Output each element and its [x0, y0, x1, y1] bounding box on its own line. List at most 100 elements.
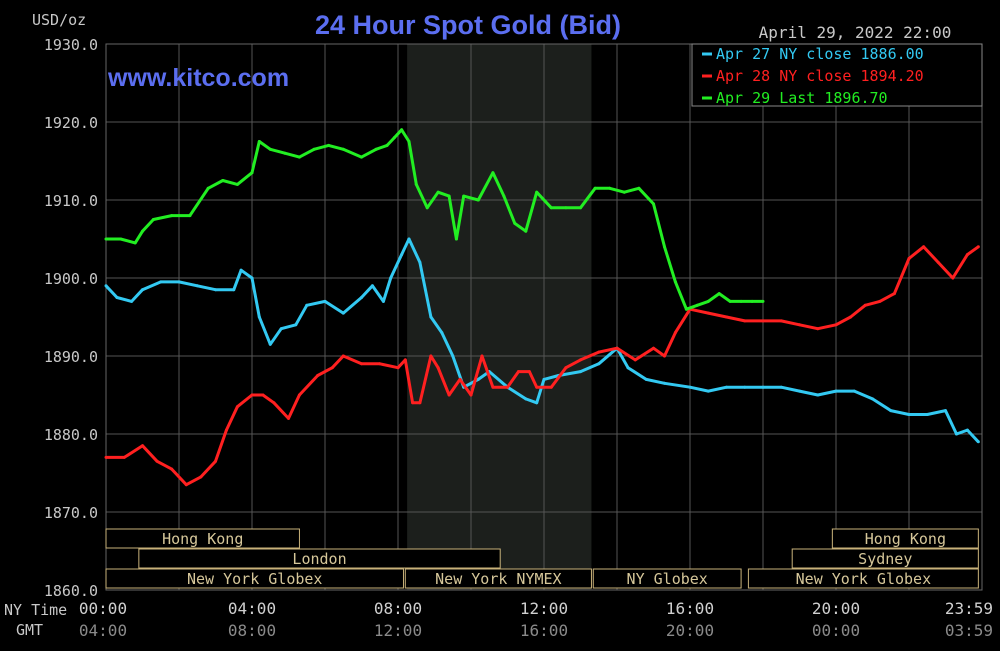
series-0-point — [451, 354, 455, 358]
series-2-point — [385, 143, 389, 147]
session-box — [747, 568, 979, 589]
series-1-point — [597, 350, 601, 354]
session-sydney: Sydney — [791, 548, 979, 569]
series-1-point — [549, 385, 553, 389]
series-1-point — [436, 366, 440, 370]
series-2-point — [662, 245, 666, 249]
series-2-point — [119, 237, 123, 241]
series-0-point — [440, 331, 444, 335]
series-2-point — [257, 140, 261, 143]
series-1-point — [892, 292, 896, 296]
series-2-point — [425, 206, 429, 210]
y-tick-label: 1860.0 — [44, 582, 98, 600]
series-0-point — [976, 440, 980, 444]
series-0-point — [834, 389, 838, 393]
session-label: Hong Kong — [865, 530, 946, 548]
legend-entry: Apr 29 Last 1896.70 — [716, 89, 888, 107]
series-2-point — [250, 171, 254, 175]
x-tick-gmt: 20:00 — [666, 621, 714, 640]
x-tick-ny: 20:00 — [812, 599, 860, 618]
series-1-point — [662, 354, 666, 358]
series-2-point — [133, 241, 137, 245]
series-1-point — [170, 467, 174, 471]
x-tick-ny: 23:59 — [945, 599, 993, 618]
series-2-point — [297, 155, 301, 159]
series-2-point — [652, 202, 655, 206]
session-box — [105, 568, 404, 589]
series-2-point — [235, 182, 239, 186]
series-0-point — [370, 284, 374, 288]
series-2-point — [750, 299, 754, 303]
x-tick-ny: 00:00 — [79, 599, 127, 618]
series-2-point — [414, 182, 418, 186]
series-2-point — [593, 186, 597, 190]
series-0-point — [279, 327, 283, 331]
series-0-point — [115, 296, 119, 299]
series-0-point — [662, 381, 666, 385]
session-label: New York Globex — [187, 570, 322, 588]
series-1-point — [429, 354, 433, 358]
series-1-point — [491, 385, 495, 389]
series-1-point — [235, 405, 239, 409]
series-2-point — [491, 171, 495, 175]
session-hong-kong: Hong Kong — [105, 528, 300, 549]
series-1-point — [104, 455, 108, 459]
series-1-point — [535, 385, 539, 389]
series-1-point — [743, 319, 747, 323]
series-2-point — [637, 186, 641, 190]
series-2-point — [535, 190, 539, 194]
series-2-point — [761, 299, 765, 303]
session-box — [105, 528, 300, 549]
legend-entry: Apr 27 NY close 1886.00 — [716, 45, 924, 63]
series-2-point — [622, 190, 626, 194]
chart-title: 24 Hour Spot Gold (Bid) — [315, 10, 621, 40]
series-2-point — [524, 229, 528, 233]
series-1-point — [506, 385, 509, 389]
series-0-point — [418, 260, 422, 264]
series-2-point — [717, 292, 721, 296]
series-0-point — [177, 280, 181, 284]
series-1-point — [447, 393, 451, 397]
series-1-point — [816, 327, 820, 331]
series-0-point — [816, 393, 820, 397]
y-tick-label: 1910.0 — [44, 192, 98, 210]
series-1-point — [184, 483, 188, 487]
x-tick-gmt: 03:59 — [945, 621, 993, 640]
series-2-point — [695, 303, 699, 307]
series-2-point — [221, 179, 225, 182]
series-0-point — [925, 413, 929, 416]
series-1-point — [878, 299, 882, 303]
series-2-point — [170, 214, 174, 218]
session-london: London — [138, 548, 501, 569]
session-label: NY Globex — [627, 570, 708, 588]
series-1-point — [615, 346, 619, 350]
series-1-point — [922, 245, 926, 249]
series-2-point — [739, 299, 743, 303]
series-1-point — [396, 366, 400, 370]
series-2-point — [312, 147, 316, 151]
series-1-point — [199, 475, 203, 479]
series-1-point — [341, 354, 345, 358]
series-1-point — [330, 366, 334, 370]
series-2-point — [462, 194, 466, 198]
series-0-point — [214, 288, 217, 292]
series-0-point — [579, 370, 582, 374]
series-1-point — [798, 323, 801, 327]
plot-frame — [105, 43, 983, 591]
series-layer — [104, 128, 980, 487]
series-0-point — [743, 385, 747, 389]
series-1-point — [272, 401, 276, 405]
series-0-point — [389, 276, 393, 280]
series-1-point — [411, 401, 415, 405]
series-1-point — [834, 323, 838, 327]
series-0-point — [626, 366, 630, 370]
series-0-point — [400, 253, 404, 257]
watermark-url: www.kitco.com — [107, 64, 289, 92]
series-1-point — [480, 354, 484, 358]
x-axis-ny-label: NY Time — [4, 601, 67, 619]
series-1-point — [527, 370, 531, 374]
session-box — [831, 528, 979, 549]
series-2-point — [206, 186, 210, 190]
